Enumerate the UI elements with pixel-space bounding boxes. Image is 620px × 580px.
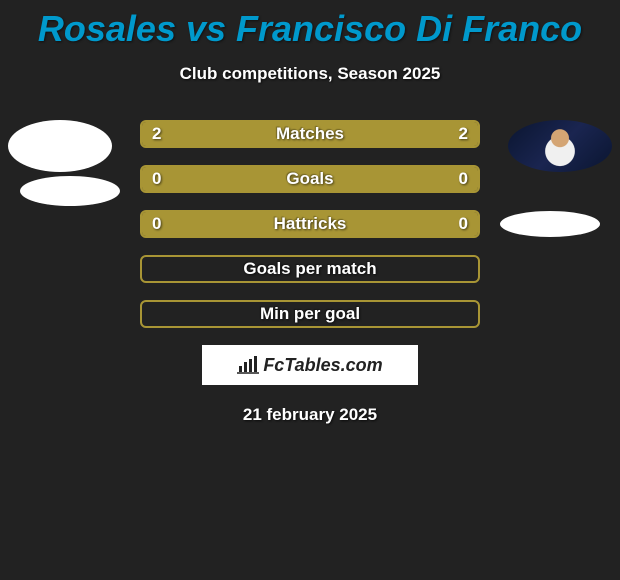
stat-bar-matches: 2 2 Matches — [140, 120, 480, 148]
bar-value-right: 0 — [459, 214, 468, 234]
bar-value-right: 2 — [459, 124, 468, 144]
bar-value-left: 0 — [152, 169, 161, 189]
player-right-oval — [500, 211, 600, 237]
stat-bar-goals-per-match: Goals per match — [140, 255, 480, 283]
player-left-avatar — [8, 120, 112, 172]
comparison-title: Rosales vs Francisco Di Franco — [0, 0, 620, 50]
stat-bars: 2 2 Matches 0 0 Goals 0 0 Hattricks Goals per mat… — [140, 114, 480, 328]
bar-value-right: 0 — [459, 169, 468, 189]
stat-bar-hattricks: 0 0 Hattricks — [140, 210, 480, 238]
bar-label: Goals per match — [243, 259, 376, 279]
stat-bar-min-per-goal: Min per goal — [140, 300, 480, 328]
comparison-body: 2 2 Matches 0 0 Goals 0 0 Hattricks Goals per mat… — [0, 114, 620, 425]
bar-label: Hattricks — [274, 214, 347, 234]
player-right-photo — [508, 120, 612, 172]
player-left-oval — [20, 176, 120, 206]
bar-value-left: 2 — [152, 124, 161, 144]
fctables-logo: FcTables.com — [202, 345, 418, 385]
bar-chart-icon — [237, 356, 259, 374]
stat-bar-goals: 0 0 Goals — [140, 165, 480, 193]
bar-fill-right — [310, 167, 478, 191]
bar-label: Min per goal — [260, 304, 360, 324]
bar-fill-left — [142, 167, 310, 191]
bar-label: Matches — [276, 124, 344, 144]
bar-value-left: 0 — [152, 214, 161, 234]
bar-label: Goals — [286, 169, 333, 189]
footer-date: 21 february 2025 — [0, 405, 620, 425]
comparison-subtitle: Club competitions, Season 2025 — [0, 64, 620, 84]
player-right-avatar — [508, 120, 612, 172]
logo-text: FcTables.com — [263, 355, 382, 376]
